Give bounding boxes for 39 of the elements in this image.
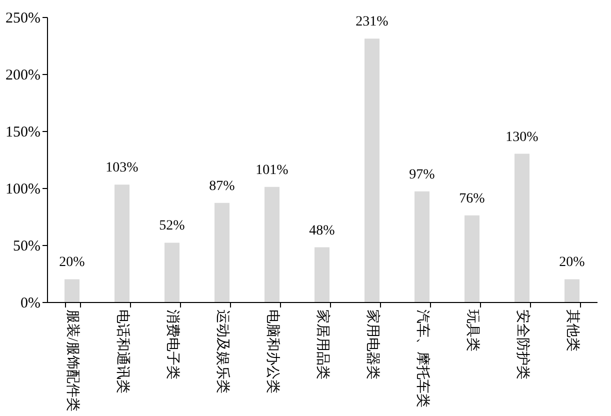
data-label: 103% bbox=[106, 160, 139, 176]
y-tick-label: 100% bbox=[6, 182, 40, 198]
data-label: 76% bbox=[459, 191, 486, 206]
bar bbox=[264, 186, 280, 302]
y-tick-label: 0% bbox=[20, 296, 40, 312]
x-tick-label: 家用电器类 bbox=[364, 310, 380, 380]
x-tick-label: 其他类 bbox=[564, 310, 580, 352]
data-label: 20% bbox=[559, 255, 586, 270]
x-tick-label: 运动及娱乐类 bbox=[214, 310, 230, 394]
bar bbox=[114, 184, 130, 302]
bar bbox=[464, 215, 480, 302]
x-tick-label: 电话和通讯类 bbox=[114, 310, 130, 394]
bar bbox=[214, 202, 230, 302]
y-tick-label: 250% bbox=[6, 10, 40, 26]
bar bbox=[314, 247, 330, 302]
x-tick-label: 家居用品类 bbox=[314, 310, 330, 380]
bar bbox=[514, 154, 530, 302]
data-label: 130% bbox=[506, 130, 539, 145]
x-tick-label: 电脑和办公类 bbox=[264, 310, 280, 394]
data-label: 87% bbox=[209, 178, 236, 194]
bar bbox=[564, 279, 580, 302]
x-tick-label: 服装/服饰配件类 bbox=[64, 310, 80, 412]
x-tick-label: 汽车、摩托车类 bbox=[414, 310, 430, 408]
y-tick-label: 200% bbox=[6, 68, 40, 84]
data-label: 52% bbox=[159, 218, 186, 234]
bar bbox=[414, 191, 430, 302]
bar bbox=[364, 38, 380, 302]
data-label: 97% bbox=[409, 167, 436, 182]
data-label: 101% bbox=[256, 162, 289, 178]
y-tick-label: 150% bbox=[6, 124, 40, 140]
data-label: 48% bbox=[309, 223, 336, 238]
bar bbox=[164, 242, 180, 302]
x-tick-label: 玩具类 bbox=[464, 310, 480, 352]
data-label: 20% bbox=[59, 255, 86, 270]
bar bbox=[64, 279, 80, 302]
x-tick-label: 安全防护类 bbox=[514, 310, 530, 380]
y-tick-label: 50% bbox=[13, 238, 40, 254]
x-tick-label: 消费电子类 bbox=[164, 310, 180, 380]
data-label: 231% bbox=[356, 14, 389, 30]
